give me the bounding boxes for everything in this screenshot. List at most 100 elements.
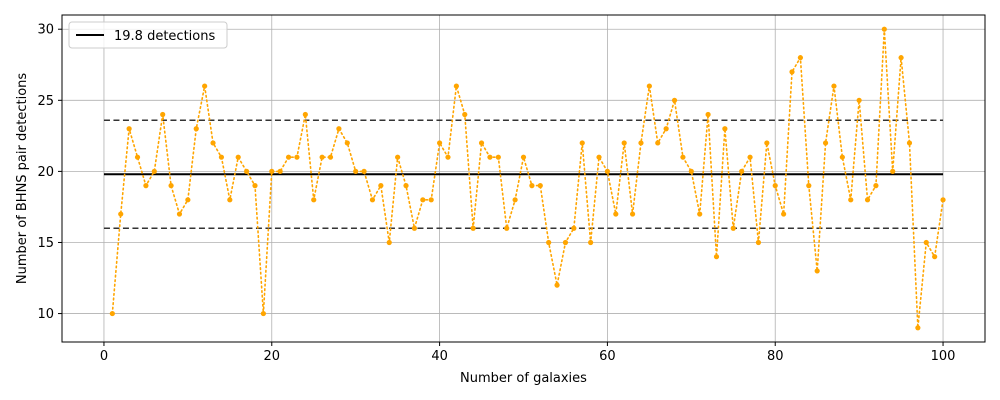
plot-frame — [61, 14, 986, 343]
data-point — [663, 126, 669, 132]
data-point — [781, 211, 787, 217]
data-point — [260, 310, 266, 317]
data-point — [646, 83, 652, 89]
data-point — [126, 126, 132, 132]
data-point — [613, 211, 619, 217]
data-point — [285, 154, 292, 160]
data-point — [705, 111, 711, 118]
data-point — [453, 83, 459, 89]
data-point — [680, 154, 686, 160]
data-point — [462, 111, 468, 118]
data-point — [160, 111, 166, 118]
y-tick-label: 15 — [37, 236, 54, 251]
legend: 19.8 detections — [68, 21, 228, 49]
data-point — [848, 197, 854, 203]
data-point — [302, 111, 308, 118]
data-point — [319, 154, 325, 160]
data-point — [881, 26, 887, 32]
data-point — [638, 140, 644, 146]
data-point — [294, 154, 300, 160]
series-line — [111, 29, 944, 328]
legend-box — [68, 21, 228, 49]
data-point — [168, 183, 174, 189]
data-point — [629, 211, 636, 217]
data-point — [730, 225, 736, 231]
data-point — [755, 239, 762, 246]
data-point — [311, 197, 317, 203]
data-point — [202, 83, 208, 89]
data-point — [327, 154, 334, 160]
data-point — [344, 140, 350, 146]
data-point — [361, 168, 367, 174]
data-point — [470, 225, 476, 231]
data-point — [898, 55, 904, 61]
data-point — [923, 239, 929, 246]
data-point — [118, 211, 124, 217]
data-point — [218, 154, 225, 160]
data-point — [269, 168, 275, 174]
data-point — [378, 183, 384, 189]
data-point — [336, 126, 342, 132]
data-point — [420, 197, 426, 203]
reference-lines — [103, 119, 944, 230]
data-point — [789, 69, 795, 75]
data-point — [739, 168, 745, 174]
data-point — [185, 197, 191, 203]
data-point — [504, 225, 510, 231]
data-point — [562, 239, 569, 246]
y-tick-label: 10 — [37, 307, 54, 322]
x-tick-label: 0 — [100, 349, 108, 364]
data-point — [395, 154, 401, 160]
data-point — [244, 168, 250, 174]
data-point — [856, 97, 862, 103]
data-point — [671, 97, 678, 103]
x-axis-ticks: 0 20 40 60 80 100 — [100, 342, 956, 364]
data-point — [176, 211, 183, 217]
data-point — [436, 140, 443, 146]
data-point — [747, 154, 753, 160]
legend-label: 19.8 detections — [114, 29, 215, 44]
data-point — [697, 211, 703, 217]
data-point — [906, 140, 913, 146]
data-point — [235, 154, 241, 160]
data-point — [713, 254, 720, 260]
data-point — [428, 197, 434, 203]
y-tick-label: 25 — [37, 94, 54, 109]
data-point — [814, 268, 820, 274]
data-point — [151, 168, 157, 174]
data-point — [386, 239, 392, 246]
data-point — [797, 55, 804, 61]
data-point — [227, 197, 233, 203]
x-tick-label: 20 — [263, 349, 280, 364]
data-point — [353, 168, 359, 174]
data-point — [864, 197, 871, 203]
data-point — [831, 83, 837, 89]
x-tick-label: 40 — [431, 349, 448, 364]
data-point — [210, 140, 216, 146]
x-axis-label: Number of galaxies — [460, 371, 587, 386]
data-point — [604, 168, 611, 174]
data-point — [520, 154, 527, 160]
data-point — [495, 154, 501, 160]
data-point — [621, 140, 627, 146]
x-tick-label: 100 — [931, 349, 956, 364]
y-axis-ticks: 10 15 20 25 30 — [37, 23, 62, 322]
data-point — [478, 140, 485, 146]
data-point — [873, 183, 879, 189]
data-point — [764, 140, 770, 146]
y-tick-label: 30 — [37, 23, 54, 38]
data-point — [193, 126, 199, 132]
data-point — [688, 168, 694, 174]
x-tick-label: 80 — [767, 349, 784, 364]
data-point — [487, 154, 493, 160]
data-point — [411, 225, 418, 231]
data-point — [143, 183, 149, 189]
data-point — [596, 154, 602, 160]
data-point — [932, 254, 938, 260]
y-tick-label: 20 — [37, 165, 54, 180]
data-point — [403, 183, 409, 189]
data-point — [655, 140, 661, 146]
data-point — [109, 310, 115, 317]
data-point — [571, 225, 577, 231]
